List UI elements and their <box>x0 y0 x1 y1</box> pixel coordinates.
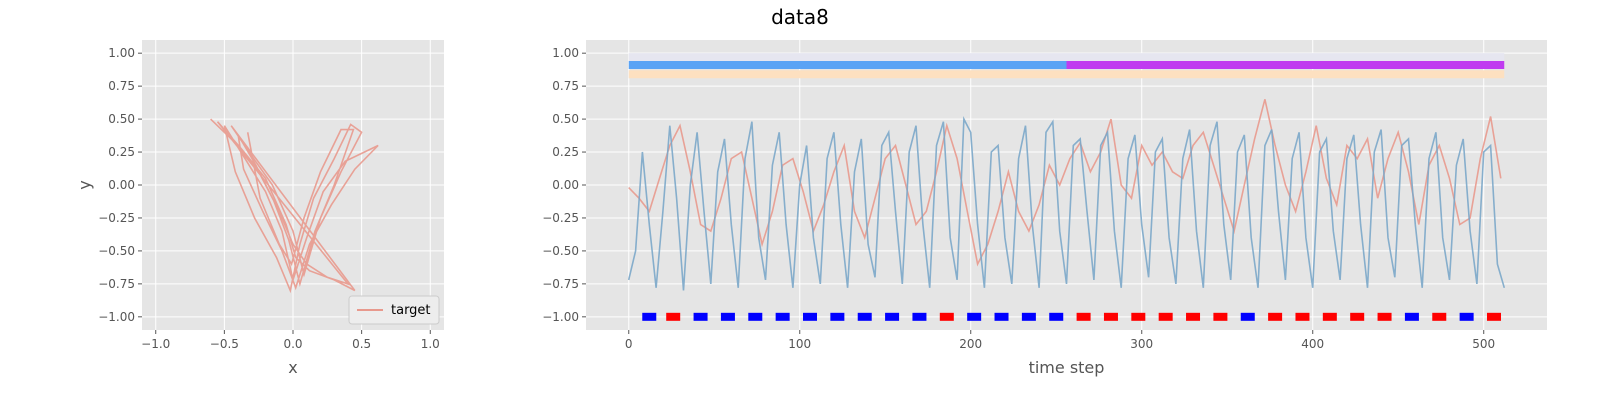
event-marker <box>1486 312 1501 321</box>
event-marker <box>830 312 845 321</box>
event-marker <box>693 312 708 321</box>
x-tick-label: 500 <box>1472 337 1495 351</box>
event-marker <box>1377 312 1392 321</box>
legend: target <box>348 295 440 325</box>
event-marker <box>803 312 818 321</box>
y-axis-label: y <box>75 180 94 189</box>
event-marker <box>1076 312 1091 321</box>
y-tick-label: −0.75 <box>542 277 579 291</box>
event-marker <box>967 312 982 321</box>
y-tick-label: 0.00 <box>108 178 135 192</box>
y-tick-label: −1.00 <box>98 310 135 324</box>
x-tick-label: 0.0 <box>283 337 302 351</box>
event-marker <box>939 312 954 321</box>
y-tick-label: 0.50 <box>108 112 135 126</box>
y-tick-label: −0.25 <box>542 211 579 225</box>
event-marker <box>1131 312 1146 321</box>
y-tick-label: 0.25 <box>108 145 135 159</box>
x-tick-label: 300 <box>1130 337 1153 351</box>
legend-label: target <box>391 303 431 318</box>
y-tick-label: 1.00 <box>552 46 579 60</box>
event-marker <box>720 312 735 321</box>
event-marker <box>912 312 927 321</box>
y-tick-label: −1.00 <box>542 310 579 324</box>
x-axis-label: x <box>288 358 297 377</box>
series-line-1 <box>627 116 1506 291</box>
y-tick-label: −0.75 <box>98 277 135 291</box>
y-tick-label: 0.50 <box>552 112 579 126</box>
y-tick-label: 0.75 <box>108 79 135 93</box>
event-marker <box>1322 312 1337 321</box>
event-marker <box>748 312 763 321</box>
event-marker <box>1186 312 1201 321</box>
x-axis-label: time step <box>1029 358 1105 377</box>
x-tick-label: 0 <box>625 337 633 351</box>
event-marker <box>666 312 681 321</box>
x-tick-label: 0.5 <box>352 337 371 351</box>
event-marker <box>1459 312 1474 321</box>
y-tick-label: −0.50 <box>98 244 135 258</box>
x-tick-label: 100 <box>788 337 811 351</box>
event-marker <box>642 312 657 321</box>
event-marker <box>1295 312 1310 321</box>
event-marker <box>857 312 872 321</box>
right-plot: 0 100 200 300 400 500 −1.00 −0.75 −0.50 −0.25 0.00… <box>542 40 1547 377</box>
event-marker <box>1432 312 1447 321</box>
event-marker <box>885 312 900 321</box>
x-tick-label: −0.5 <box>210 337 239 351</box>
y-tick-label: 0.25 <box>552 145 579 159</box>
event-marker <box>775 312 790 321</box>
left-plot: −1.0 −0.5 0.0 0.5 1.0 −1.00 −0.75 −0.50 −0.25 0.0… <box>75 40 444 377</box>
y-tick-label: 0.00 <box>552 178 579 192</box>
legend-box <box>348 295 440 325</box>
event-marker <box>1049 312 1064 321</box>
event-marker <box>1103 312 1118 321</box>
series-line-target <box>210 118 379 294</box>
y-tick-label: 1.00 <box>108 46 135 60</box>
event-marker <box>1350 312 1365 321</box>
event-marker <box>1240 312 1255 321</box>
x-tick-label: 1.0 <box>421 337 440 351</box>
y-tick-label: −0.25 <box>98 211 135 225</box>
event-marker <box>1158 312 1173 321</box>
x-tick-label: −1.0 <box>141 337 170 351</box>
event-marker <box>1021 312 1036 321</box>
figure-title: data8 <box>771 5 829 29</box>
event-marker <box>1268 312 1283 321</box>
x-tick-label: 400 <box>1301 337 1324 351</box>
event-marker <box>994 312 1009 321</box>
y-tick-label: −0.50 <box>542 244 579 258</box>
x-tick-label: 200 <box>959 337 982 351</box>
event-marker <box>1213 312 1228 321</box>
event-marker <box>1404 312 1419 321</box>
y-tick-label: 0.75 <box>552 79 579 93</box>
